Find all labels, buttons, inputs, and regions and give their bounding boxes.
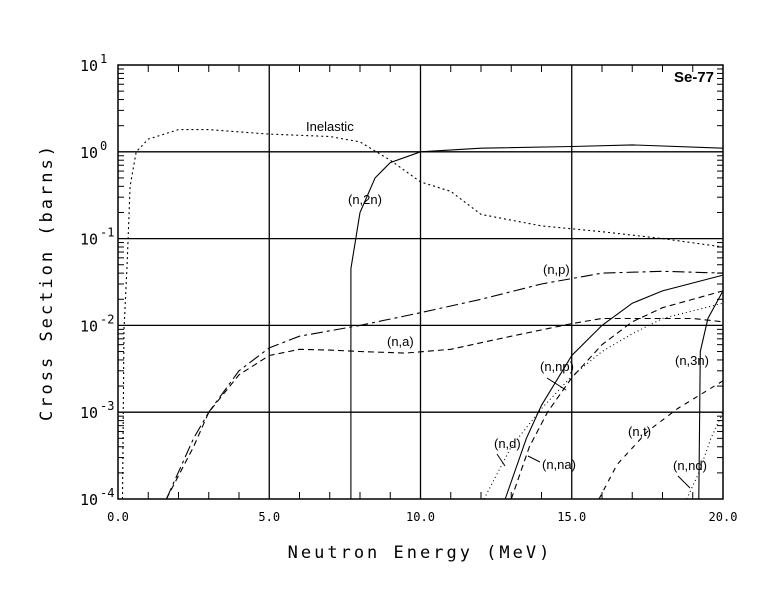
series-n-na-leader — [527, 455, 541, 463]
series-n-na-label: (n,na) — [542, 457, 576, 472]
series-n-3n-line — [698, 290, 724, 500]
x-tick-label: 15.0 — [557, 510, 586, 524]
series-n-2n-label: (n,2n) — [348, 192, 382, 207]
y-tick-label: 10 — [80, 144, 98, 162]
series-n-a-line — [165, 317, 724, 500]
y-tick-label: 10 — [80, 57, 98, 75]
y-tick-exponent: -3 — [100, 399, 114, 413]
x-tick-label: 5.0 — [258, 510, 280, 524]
series-n-t-line — [598, 380, 724, 500]
y-tick-label: 10 — [80, 491, 98, 509]
y-tick-label: 10 — [80, 317, 98, 335]
series-inelastic-label: Inelastic — [306, 119, 354, 134]
series-n-p-label: (n,p) — [543, 262, 570, 277]
y-tick-exponent: -4 — [100, 486, 114, 500]
y-tick-exponent: 0 — [100, 139, 107, 153]
y-tick-label: 10 — [80, 231, 98, 249]
series-n-np-leader — [546, 377, 567, 391]
series-n-na-line — [510, 290, 724, 500]
y-tick-exponent: -2 — [100, 312, 114, 326]
y-tick-exponent: 1 — [100, 52, 107, 66]
x-tick-label: 10.0 — [406, 510, 435, 524]
series-n-p-line — [165, 270, 724, 500]
series-n-np-label: (n,np) — [540, 359, 574, 374]
y-axis-label: Cross Section (barns) — [37, 143, 57, 421]
series-n-d-leader — [496, 453, 506, 467]
x-axis-label: Neutron Energy (MeV) — [288, 543, 553, 563]
chart-title: Se-77 — [674, 69, 714, 86]
series-n-d-label: (n,d) — [494, 436, 521, 451]
series-n-nd-leader — [677, 475, 691, 489]
series-inelastic-line — [121, 129, 724, 500]
y-tick-exponent: -1 — [100, 226, 114, 240]
series-n-np-line — [504, 274, 724, 500]
plot-frame — [117, 64, 724, 500]
series-n-nd-label: (n,nd) — [673, 458, 707, 473]
series-n-3n-label: (n,3n) — [675, 353, 709, 368]
series-n-2n-line — [350, 144, 724, 499]
series-n-a-label: (n,a) — [387, 334, 414, 349]
x-tick-label: 20.0 — [709, 510, 738, 524]
y-tick-label: 10 — [80, 404, 98, 422]
series-n-nd-line — [686, 411, 724, 500]
x-tick-label: 0.0 — [107, 510, 129, 524]
series-n-t-label: (n,t) — [628, 424, 651, 439]
